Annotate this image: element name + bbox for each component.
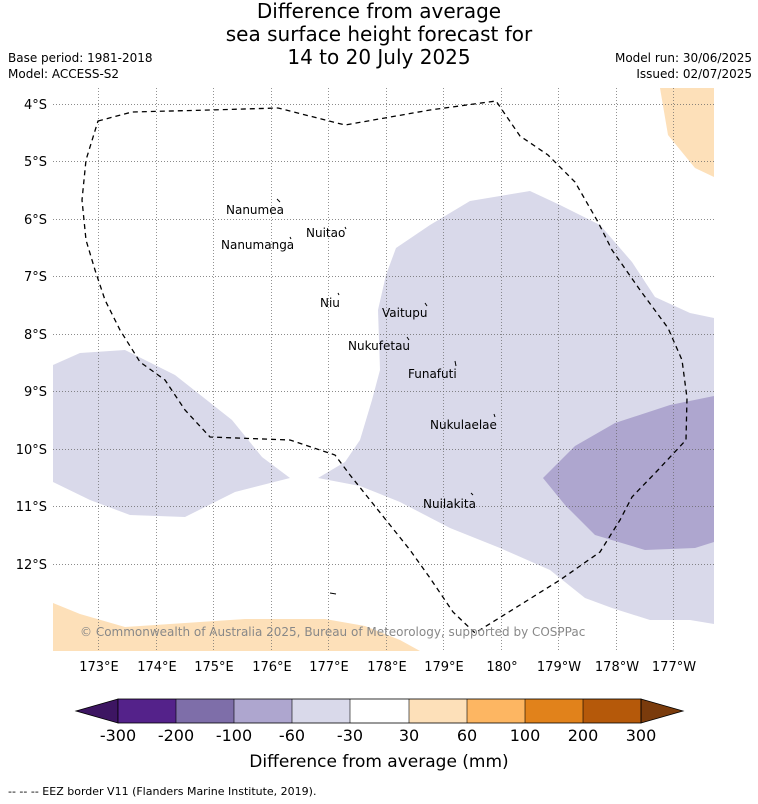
base-period: Base period: 1981-2018 [8,51,153,65]
colorbar-tick-5: -30 [337,726,363,745]
label-nuitao: Nuitao [306,226,345,240]
colorbar-tick-7: 60 [457,726,477,745]
lon-label-173e: 173°E [79,660,119,675]
title-line-1: Difference from average [256,0,502,23]
lon-label-177e: 177°E [309,660,349,675]
anomaly-region-east-medium [543,396,714,550]
colorbar-tick-3: -100 [216,726,252,745]
island-nukulaelae [493,413,496,418]
eez-legend-note: -- -- -- EEZ border V11 (Flanders Marine… [8,785,317,798]
colorbar-extend-low [74,698,119,724]
island-marks [276,198,496,595]
lon-label-178e: 178°E [367,660,407,675]
model-run: Model run: 30/06/2025 [614,51,752,65]
lon-label-179w: 179°W [537,660,581,675]
meta-left: Base period: 1981-2018 Model: ACCESS-S2 [8,50,153,82]
colorbar-tick-8: 100 [510,726,541,745]
colorbar-segment-8 [525,699,583,723]
island-niu [337,292,340,296]
colorbar-tick-4: -60 [279,726,305,745]
meta-right: Model run: 30/06/2025 Issued: 02/07/2025 [615,50,752,82]
colorbar-segment-1 [118,699,176,723]
island-nuilakita [470,492,474,496]
label-nanumea: Nanumea [226,203,284,217]
issued-date: Issued: 02/07/2025 [636,67,752,81]
lon-label-179e: 179°E [424,660,464,675]
lon-label-176e: 176°E [252,660,292,675]
lat-label-12s: 12°S [16,558,47,573]
model-name: Model: ACCESS-S2 [8,67,120,81]
lon-label-174e: 174°E [137,660,177,675]
colorbar-tick-9: 200 [568,726,599,745]
title-line-2: sea surface height forecast for [225,22,533,46]
graticule [53,88,714,651]
colorbar-segment-9 [583,699,641,723]
colorbar-segment-4 [292,699,350,723]
colorbar: -300 -200 -100 -60 -30 30 60 100 200 300… [74,698,685,772]
colorbar-label: Difference from average (mm) [249,752,508,772]
colorbar-segment-7 [467,699,525,723]
lat-label-11s: 11°S [16,500,47,515]
anomaly-region-west-light [53,350,290,517]
map-panel: Nanumea Nuitao Nanumanga Niu Vaitupu Nuk… [53,88,714,651]
colorbar-segment-5 [350,699,409,723]
label-nukulaelae: Nukulaelae [430,418,497,432]
lon-label-177w: 177°W [652,660,696,675]
label-vaitupu: Vaitupu [382,306,428,320]
lat-label-9s: 9°S [24,385,47,400]
eez-border [81,100,688,634]
lat-label-10s: 10°S [16,443,47,458]
island-southern-reef [329,592,337,595]
colorbar-extend-high [640,698,685,724]
chart-title: Difference from average sea surface heig… [0,0,758,69]
title-line-3: 14 to 20 July 2025 [287,45,471,69]
colorbar-segment-2 [176,699,234,723]
label-nukufetau: Nukufetau [348,339,410,353]
lat-label-5s: 5°S [24,155,47,170]
anomaly-region-northeast-orange [660,88,714,177]
colorbar-tick-1: -300 [100,726,136,745]
island-funafuti [454,360,457,367]
lat-label-8s: 8°S [24,328,47,343]
label-funafuti: Funafuti [408,367,457,381]
anomaly-region-south-orange [53,603,420,651]
colorbar-tick-6: 30 [399,726,419,745]
island-vaitupu [424,302,428,307]
lat-label-4s: 4°S [24,98,47,113]
colorbar-tick-10: 300 [626,726,657,745]
label-nanumanga: Nanumanga [221,238,294,252]
colorbar-segment-3 [234,699,292,723]
island-nukufetau [406,336,410,341]
lat-label-6s: 6°S [24,213,47,228]
colorbar-frame [117,698,642,724]
island-nanumea [276,198,281,203]
lon-label-180: 180° [486,660,517,675]
label-nuilakita: Nuilakita [423,497,476,511]
island-nanumanga [289,236,292,240]
label-niu: Niu [320,296,340,310]
island-nuitao [344,226,347,230]
lon-label-178w: 178°W [595,660,639,675]
colorbar-segment-6 [409,699,467,723]
lon-label-175e: 175°E [194,660,234,675]
colorbar-tick-2: -200 [158,726,194,745]
copyright-notice: © Commonwealth of Australia 2025, Bureau… [80,625,585,639]
lat-label-7s: 7°S [24,270,47,285]
